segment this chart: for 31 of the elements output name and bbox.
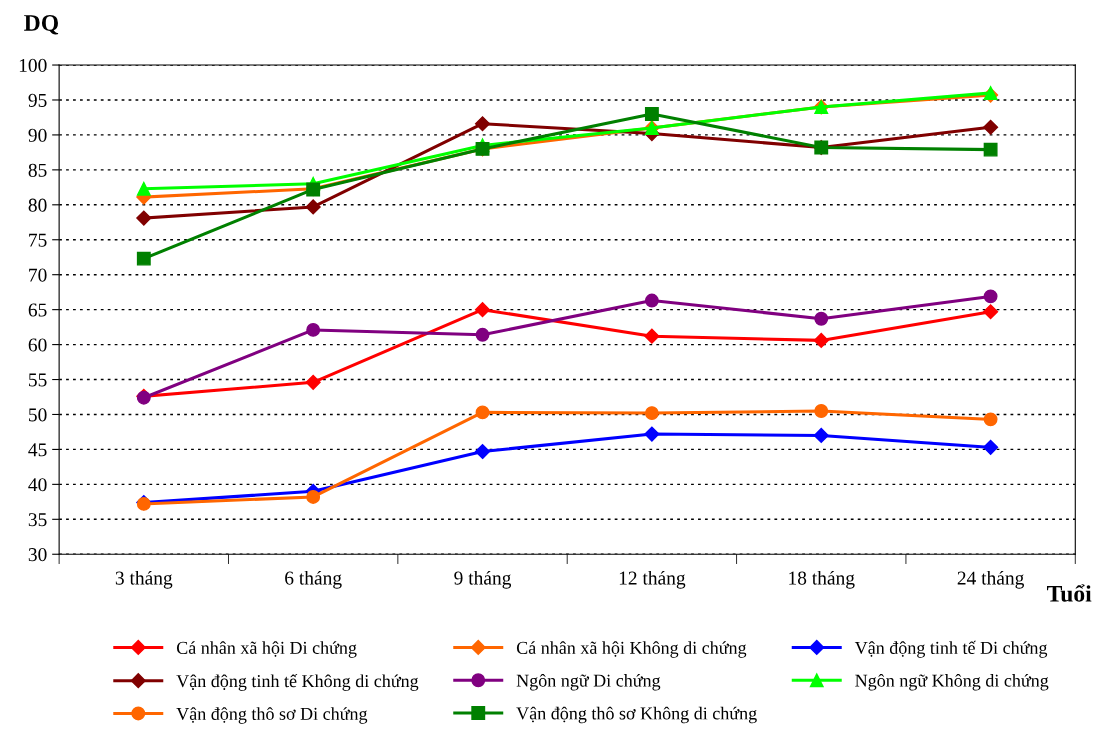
legend-label: Vận động thô sơ Di chứng bbox=[176, 707, 368, 724]
x-tick-label: 24 tháng bbox=[957, 570, 1024, 589]
y-tick-label: 45 bbox=[28, 443, 47, 457]
y-axis-title: DQ bbox=[24, 15, 59, 35]
y-tick-label: 100 bbox=[19, 58, 47, 72]
legend-label: Ngôn ngữ Di chứng bbox=[516, 674, 661, 691]
y-tick-label: 75 bbox=[29, 233, 47, 247]
x-axis-title: Tuổi bbox=[1046, 584, 1092, 602]
x-tick-label: 9 tháng bbox=[454, 570, 512, 589]
y-tick-label: 40 bbox=[28, 478, 47, 492]
y-tick-label: 60 bbox=[28, 338, 47, 352]
legend-label: Vận động tinh tế Không di chứng bbox=[176, 673, 419, 691]
legend-label: Cá nhân xã hội Di chứng bbox=[176, 641, 357, 658]
x-tick-label: 18 tháng bbox=[789, 570, 855, 589]
y-tick-label: 55 bbox=[29, 373, 47, 387]
y-tick-label: 70 bbox=[29, 268, 47, 282]
legend-label: Vận động thô sơ Không di chứng bbox=[516, 706, 757, 724]
legend-label: Ngôn ngữ Không di chứng bbox=[855, 674, 1049, 691]
x-tick-label: 6 tháng bbox=[285, 570, 342, 589]
x-tick-label: 12 tháng bbox=[619, 570, 686, 589]
y-tick-label: 90 bbox=[28, 128, 47, 142]
legend-label: Cá nhân xã hội Không di chứng bbox=[516, 641, 747, 658]
y-tick-label: 65 bbox=[28, 303, 47, 317]
legend-label: Vận động tinh tế Di chứng bbox=[854, 640, 1048, 658]
y-tick-label: 50 bbox=[29, 408, 47, 422]
y-tick-label: 30 bbox=[28, 548, 47, 562]
y-tick-label: 80 bbox=[28, 198, 47, 212]
x-tick-label: 3 tháng bbox=[115, 570, 173, 589]
y-tick-label: 35 bbox=[28, 513, 47, 527]
y-tick-label: 85 bbox=[28, 163, 47, 177]
y-tick-label: 95 bbox=[28, 93, 47, 107]
